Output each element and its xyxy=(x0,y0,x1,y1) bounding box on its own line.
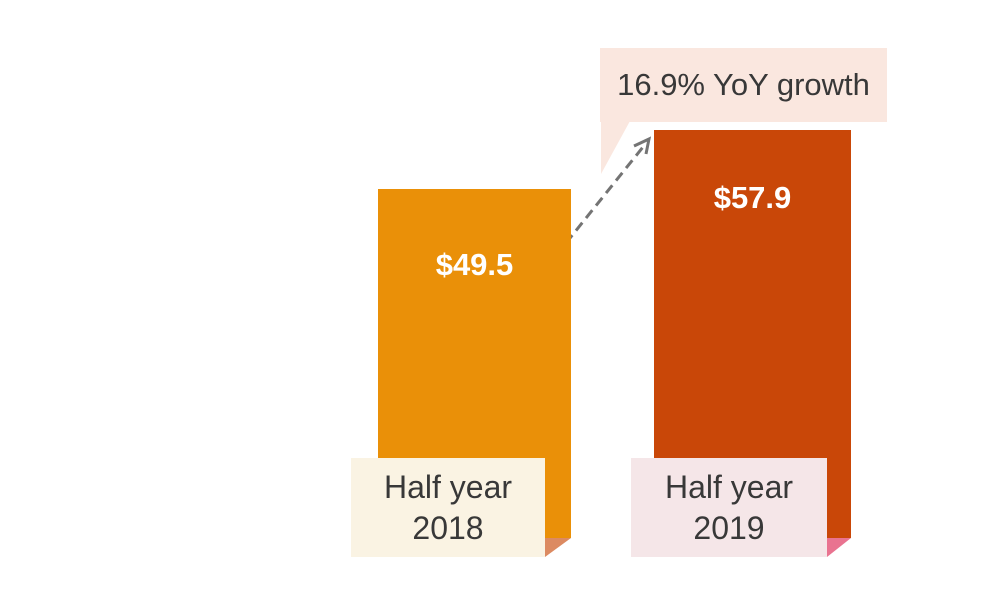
label-card-2019: Half year 2019 xyxy=(631,458,827,557)
bar-2019-corner-fold xyxy=(827,538,851,557)
bar-2018-corner-fold xyxy=(545,538,571,557)
label-2019-line1: Half year xyxy=(664,468,794,505)
bar-2019-value: $57.9 xyxy=(713,180,792,215)
arrow-head xyxy=(633,136,652,155)
label-2018-line1: Half year xyxy=(383,468,513,505)
label-card-2018: Half year 2018 xyxy=(351,458,545,557)
growth-callout-text: 16.9% YoY growth xyxy=(617,67,870,102)
label-2019-line2: 2019 xyxy=(693,509,765,546)
growth-callout: 16.9% YoY growth xyxy=(600,48,887,122)
bar-2018-value: $49.5 xyxy=(435,247,514,282)
growth-callout-tail xyxy=(601,121,630,174)
label-2018-line2: 2018 xyxy=(412,509,484,546)
